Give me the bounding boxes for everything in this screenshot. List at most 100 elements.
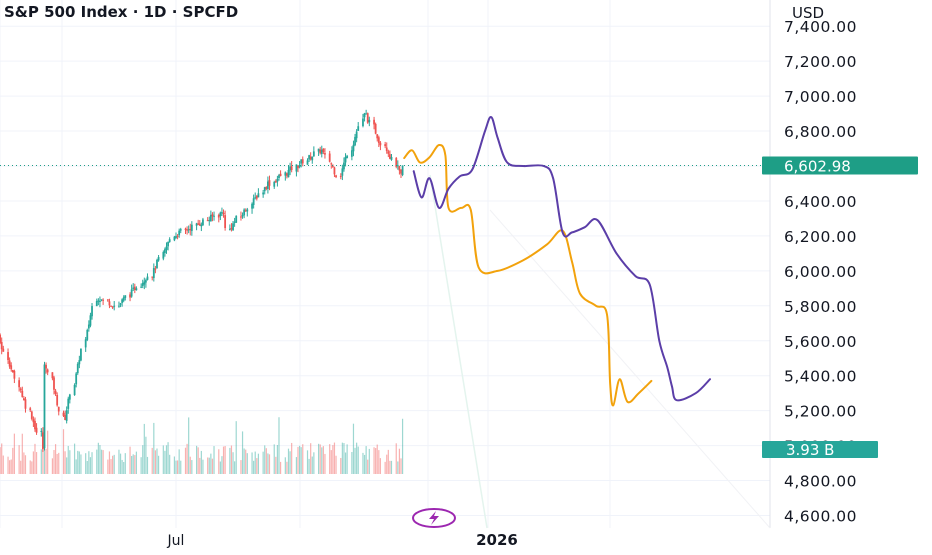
candle-body bbox=[306, 160, 309, 165]
volume-bar bbox=[340, 457, 342, 474]
candle-body bbox=[190, 224, 193, 231]
volume-bar bbox=[229, 447, 231, 474]
volume-bar bbox=[12, 447, 14, 474]
volume-bar bbox=[62, 429, 65, 474]
event-badge[interactable] bbox=[412, 508, 456, 528]
candle-body bbox=[24, 399, 27, 409]
currency-label[interactable]: USD bbox=[792, 4, 825, 22]
volume-label: 3.93 B bbox=[786, 441, 834, 459]
volume-bar bbox=[352, 423, 355, 474]
y-tick-label: 5,200.00 bbox=[784, 403, 857, 421]
volume-bar bbox=[18, 445, 20, 474]
candle-body bbox=[80, 348, 82, 361]
candle-body bbox=[186, 229, 188, 231]
candle-body bbox=[141, 283, 144, 286]
volume-bar bbox=[67, 445, 69, 474]
candle-body bbox=[374, 123, 377, 134]
volume-bar bbox=[53, 450, 55, 474]
candle-body bbox=[78, 360, 81, 365]
volume-bar bbox=[135, 451, 137, 474]
volume-bar bbox=[373, 447, 375, 474]
volume-bar bbox=[279, 461, 282, 474]
candle-body bbox=[278, 175, 280, 179]
candle-body bbox=[262, 192, 265, 195]
candle-body bbox=[376, 134, 379, 139]
candle-body bbox=[328, 153, 331, 162]
candle-body bbox=[11, 369, 14, 373]
candle-body bbox=[366, 113, 369, 123]
volume-bar bbox=[351, 452, 353, 474]
candle-body bbox=[379, 142, 382, 146]
candle-body bbox=[217, 215, 220, 218]
volume-bar bbox=[100, 449, 103, 474]
volume-bar bbox=[297, 446, 299, 474]
candle-body bbox=[365, 113, 368, 115]
candle-body bbox=[206, 220, 209, 222]
volume-bar bbox=[262, 451, 264, 474]
y-tick-label: 5,400.00 bbox=[784, 368, 857, 386]
candle-body bbox=[62, 412, 65, 416]
volume-bar bbox=[7, 456, 9, 474]
volume-bar bbox=[89, 457, 92, 474]
candle-body bbox=[308, 155, 310, 160]
volume-bar bbox=[329, 444, 331, 474]
candle-body bbox=[162, 252, 165, 259]
candle-body bbox=[173, 236, 176, 241]
candle-body bbox=[100, 299, 103, 301]
candle-body bbox=[284, 172, 287, 176]
candle-body bbox=[274, 181, 277, 183]
volume-bar bbox=[254, 451, 256, 474]
candle-body bbox=[106, 299, 109, 301]
candle-body bbox=[333, 167, 336, 175]
candle-body bbox=[53, 377, 55, 390]
candle-body bbox=[51, 372, 54, 379]
volume-bar bbox=[164, 450, 166, 474]
volume-bar bbox=[175, 460, 177, 474]
volume-bar bbox=[151, 447, 153, 474]
volume-tag bbox=[762, 441, 878, 458]
volume-bar bbox=[29, 460, 31, 474]
volume-bar bbox=[191, 460, 193, 474]
candle-body bbox=[209, 214, 212, 222]
candle-body bbox=[35, 427, 38, 433]
candle-body bbox=[211, 214, 214, 217]
volume-bar bbox=[97, 442, 99, 474]
candle-body bbox=[29, 408, 32, 411]
candle-body bbox=[167, 241, 169, 247]
volume-bar bbox=[145, 436, 147, 474]
volume-bar bbox=[202, 459, 204, 474]
volume-bar bbox=[276, 444, 279, 474]
volume-bar bbox=[107, 459, 109, 474]
projections bbox=[403, 115, 711, 407]
candle-body bbox=[135, 288, 138, 291]
volume-bar bbox=[218, 449, 220, 474]
volume-bar bbox=[302, 444, 304, 474]
candle-body bbox=[267, 181, 269, 189]
volume-bar bbox=[1, 443, 3, 474]
volume-bar bbox=[321, 447, 323, 474]
candle-body bbox=[230, 227, 233, 230]
candle-body bbox=[34, 420, 36, 430]
candle-body bbox=[165, 246, 168, 250]
y-tick-label: 6,800.00 bbox=[784, 123, 857, 141]
candle-body bbox=[2, 348, 5, 352]
candle-body bbox=[124, 295, 127, 298]
candle-body bbox=[75, 373, 78, 385]
candle-body bbox=[377, 137, 380, 143]
volume-bar bbox=[213, 446, 215, 474]
volume-bar bbox=[51, 458, 54, 474]
candle-body bbox=[19, 388, 22, 391]
x-axis[interactable]: Jul 2026 bbox=[167, 531, 518, 549]
candle-body bbox=[331, 165, 334, 167]
candle-body bbox=[339, 175, 342, 177]
projection-line bbox=[412, 115, 711, 402]
candle-body bbox=[68, 394, 71, 400]
volume-bar bbox=[140, 457, 142, 474]
candle-body bbox=[99, 300, 101, 303]
volume-bar bbox=[300, 447, 302, 474]
candle-body bbox=[8, 360, 11, 367]
candle-body bbox=[13, 370, 16, 379]
volume-bar bbox=[195, 445, 198, 474]
